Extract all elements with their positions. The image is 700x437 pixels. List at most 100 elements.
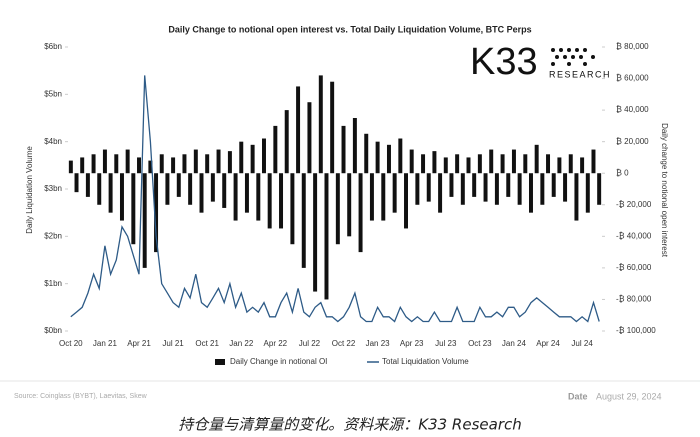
date-label: Date [568,391,588,401]
oi-bar [369,173,374,221]
oi-bar [244,173,249,213]
oi-bar [142,173,147,268]
oi-bar [551,173,556,197]
oi-bar [137,157,141,174]
oi-bar [222,173,227,208]
x-tick-label: Oct 20 [59,339,83,348]
oi-bar [85,173,90,197]
oi-bar [426,173,431,202]
chart-title: Daily Change to notional open interest v… [168,24,531,34]
oi-bar [176,173,181,197]
y2-tick-label: ₿ 20,000 [616,137,649,146]
oi-bar [421,154,426,174]
oi-bar [267,173,272,229]
oi-bar [517,173,522,205]
legend-label: Daily Change in notional OI [230,357,327,366]
oi-bar [494,173,499,205]
oi-bar [381,173,386,221]
logo-dots [551,48,595,66]
oi-bar [114,154,119,174]
y2-tick-label: ₿ 80,000 [616,42,649,51]
x-tick-label: Jan 21 [93,339,118,348]
oi-bar [500,154,505,174]
x-tick-label: Jan 22 [229,339,254,348]
oi-bar [557,157,562,174]
liquidation-line [70,75,600,323]
oi-bar [324,173,329,300]
oi-bar [210,173,215,202]
oi-bar [131,173,136,245]
oi-bar [199,173,204,213]
oi-bar [398,138,403,174]
oi-bar [165,173,170,205]
oi-bar [296,86,301,174]
oi-bar [239,141,244,174]
oi-bar [108,173,113,213]
oi-bar [148,160,153,174]
oi-bar [301,173,306,268]
oi-bar [290,173,295,245]
oi-bar [449,173,454,197]
legend-label: Total Liquidation Volume [382,357,469,366]
oi-bar [273,125,278,174]
oi-bar [466,157,471,174]
oi-bar [171,157,176,174]
oi-bar [432,151,437,174]
x-tick-label: Jan 23 [366,339,391,348]
oi-bar [409,149,414,174]
oi-bar [460,173,465,205]
oi-bar [455,154,460,174]
y2-tick-label: -₿ 80,000 [616,295,652,304]
y2-tick-label: -₿ 40,000 [616,231,652,240]
oi-bar [438,173,443,213]
oi-bar [318,75,323,174]
x-tick-label: Oct 22 [332,339,356,348]
oi-bar [415,173,420,205]
y2-tick-label: -₿ 20,000 [616,200,652,209]
oi-bar [443,157,448,174]
oi-bar [205,154,210,174]
logo: K33 [470,41,538,83]
oi-bar [159,154,164,174]
oi-bar [506,173,511,197]
oi-bar [511,149,516,174]
oi-bar [335,173,340,245]
x-tick-label: Jan 24 [502,339,527,348]
y2-tick-label: ₿ 0 [616,168,629,177]
oi-bar [534,144,539,174]
oi-bar [568,154,573,174]
oi-bar [330,81,335,174]
oi-bar [404,173,408,229]
caption: 持仓量与清算量的变化。资料来源：K33 Research [178,416,522,434]
x-tick-label: Jul 22 [299,339,321,348]
oi-bar [341,125,346,174]
y-tick-label: $4bn [44,137,62,146]
oi-bar [386,144,391,174]
oi-bar [347,173,352,237]
x-tick-label: Apr 24 [536,339,560,348]
logo-sub: RESEARCH [549,69,611,79]
oi-bar [91,154,96,174]
oi-bar [216,149,221,174]
y2-tick-label: ₿ 60,000 [616,74,649,83]
y-tick-label: $5bn [44,89,62,98]
oi-bar [250,144,255,174]
oi-bar [540,173,545,205]
oi-bar [279,173,284,229]
oi-bar [477,154,482,174]
oi-bar [313,173,318,292]
oi-bar [597,173,602,205]
oi-bar [375,141,380,174]
x-tick-label: Oct 21 [195,339,219,348]
oi-bar [563,173,568,202]
y2-axis-label: Daily change to notional open interest [660,123,669,258]
y2-tick-label: -₿ 60,000 [616,263,652,272]
oi-bar [585,173,590,213]
oi-bar [233,173,238,221]
oi-bar [227,151,232,174]
date: August 29, 2024 [596,391,662,401]
oi-bar [256,173,261,221]
y2-tick-label: ₿ 40,000 [616,105,649,114]
oi-bar [193,149,198,174]
